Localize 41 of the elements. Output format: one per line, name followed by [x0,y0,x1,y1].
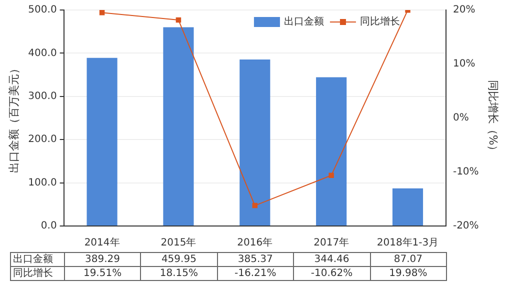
y-tick-label: 400.0 [28,48,57,59]
text: 同比增长 [13,268,53,279]
data-label: 19.98% [370,266,446,280]
data-label: 459.95 [140,252,218,266]
data-label: 385.37 [217,252,294,266]
y2-tick-label: -10% [452,166,479,178]
data-label: 344.46 [294,252,370,266]
y2-tick-label: 0% [452,112,469,124]
y-tick-label: 300.0 [28,90,57,102]
data-label: 19.51% [64,266,141,280]
bar [86,58,118,226]
point [252,202,258,208]
data-label: 87.07 [370,252,446,266]
legend-label: 同比增长 [360,16,400,28]
point [176,17,182,23]
y-tick-label: 500.0 [28,4,57,16]
y2-tick-label: -20% [452,220,479,232]
data-label: 389.29 [64,252,141,266]
point [99,10,105,16]
data-label: -10.62% [294,266,370,280]
x-tick-label: 2017年 [314,236,350,249]
point [328,172,334,178]
x-tick-label: 2018年1-3月 [376,236,439,249]
y2-tick-label: 20% [452,4,476,16]
bar [240,60,270,226]
legend-label: 出口金额 [284,16,324,28]
text: 出口金额 [13,254,53,265]
y-tick-label: 100.0 [28,177,57,188]
bar [163,27,194,226]
y-axis-title: 出口金额（百万美元） [7,63,20,173]
y-tick-label: 0.0 [40,220,57,232]
data-label: 18.15% [140,266,218,280]
x-tick-label: 2014年 [84,236,120,249]
x-tick-label: 2016年 [237,236,273,249]
bar [392,188,424,226]
x-tick-label: 2015年 [160,236,196,249]
data-label: -16.21% [217,266,294,280]
y2-axis-title: 同比增长（%） [486,80,500,156]
y-tick-label: 200.0 [28,134,57,146]
bar [316,77,347,226]
y2-tick-label: 10% [452,58,476,70]
